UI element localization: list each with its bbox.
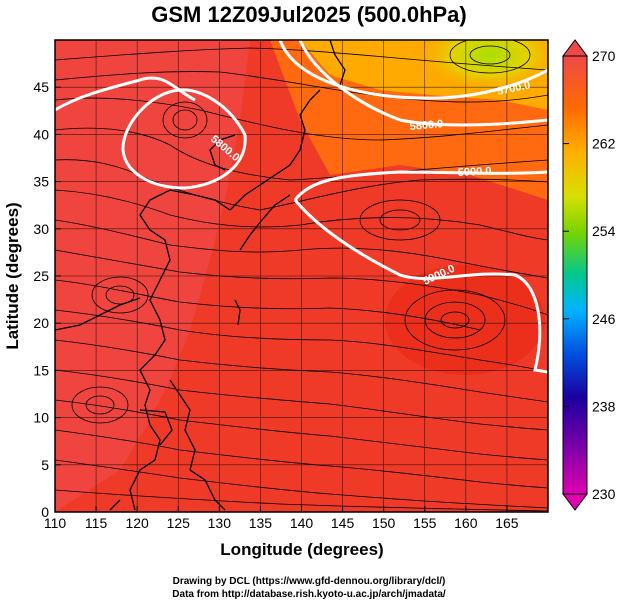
- contour-5800-east: [298, 40, 548, 127]
- credit-drawing: Drawing by DCL (https://www.gfd-dennou.o…: [173, 576, 446, 587]
- coastlines: [55, 40, 346, 511]
- x-tick-label: 150: [372, 515, 396, 531]
- contour-5900-main: [293, 170, 548, 201]
- contour-5700: [278, 40, 548, 100]
- colorbar-ticks: 270 262 254 246 238 230: [563, 48, 616, 502]
- warm-anomaly-east: [385, 265, 545, 375]
- y-tick-label: 15: [33, 362, 49, 378]
- colorbar: 270 262 254 246 238 230: [562, 39, 616, 511]
- credit-data: Data from http://database.rish.kyoto-u.a…: [172, 589, 446, 600]
- colorbar-bottom-arrow: [562, 493, 588, 511]
- y-tick-label: 10: [33, 410, 49, 426]
- cool-anomaly: [410, 40, 548, 95]
- x-tick-label: 140: [290, 515, 314, 531]
- x-tick-label: 145: [331, 515, 355, 531]
- colorbar-tick-label: 262: [592, 136, 616, 152]
- colorbar-tick-label: 254: [592, 223, 616, 239]
- y-axis-title: Latitude (degrees): [3, 202, 22, 349]
- x-axis-title: Longitude (degrees): [220, 540, 383, 559]
- contour-5900-south: [293, 199, 548, 374]
- x-tick-label: 165: [495, 515, 519, 531]
- colorbar-tick-label: 238: [592, 398, 616, 414]
- x-tick-label: 135: [249, 515, 273, 531]
- colorbar-gradient: [562, 55, 588, 495]
- colorbar-tick-label: 246: [592, 311, 616, 327]
- height-contours: [55, 40, 548, 374]
- x-tick-label: 120: [125, 515, 149, 531]
- contour-label-5900: 5900.0: [458, 165, 492, 179]
- y-tick-label: 30: [33, 221, 49, 237]
- x-tick-label: 115: [85, 515, 108, 531]
- y-tick-label: 0: [41, 504, 49, 520]
- contour-5800-loop: [121, 88, 247, 190]
- plot-area: 5700.0 5800.0 5900.0 5800.0 5900.0: [55, 40, 548, 512]
- x-tick-label: 160: [454, 515, 478, 531]
- y-tick-label: 35: [33, 174, 49, 190]
- y-tick-label: 40: [33, 126, 49, 142]
- y-tick-label: 45: [33, 79, 49, 95]
- y-tick-label: 5: [41, 457, 49, 473]
- y-tick-label: 20: [33, 315, 49, 331]
- contour-label-5800: 5800.0: [409, 118, 444, 133]
- x-tick-label: 125: [167, 515, 191, 531]
- colorbar-top-arrow: [562, 39, 588, 57]
- wind-streamlines: [55, 40, 548, 512]
- colorbar-tick-label: 230: [592, 486, 616, 502]
- colorbar-tick-label: 270: [592, 48, 616, 64]
- y-axis: 0 5 10 15 20 25 30 35 40 45: [33, 79, 61, 520]
- x-tick-label: 130: [208, 515, 232, 531]
- y-tick-label: 25: [33, 268, 49, 284]
- x-axis: 110 115 120 125 130 135 140 145 150 155 160 165: [44, 506, 519, 531]
- x-tick-label: 155: [413, 515, 437, 531]
- x-tick-label: 110: [44, 515, 67, 531]
- chart-title: GSM 12Z09Jul2025 (500.0hPa): [151, 2, 467, 27]
